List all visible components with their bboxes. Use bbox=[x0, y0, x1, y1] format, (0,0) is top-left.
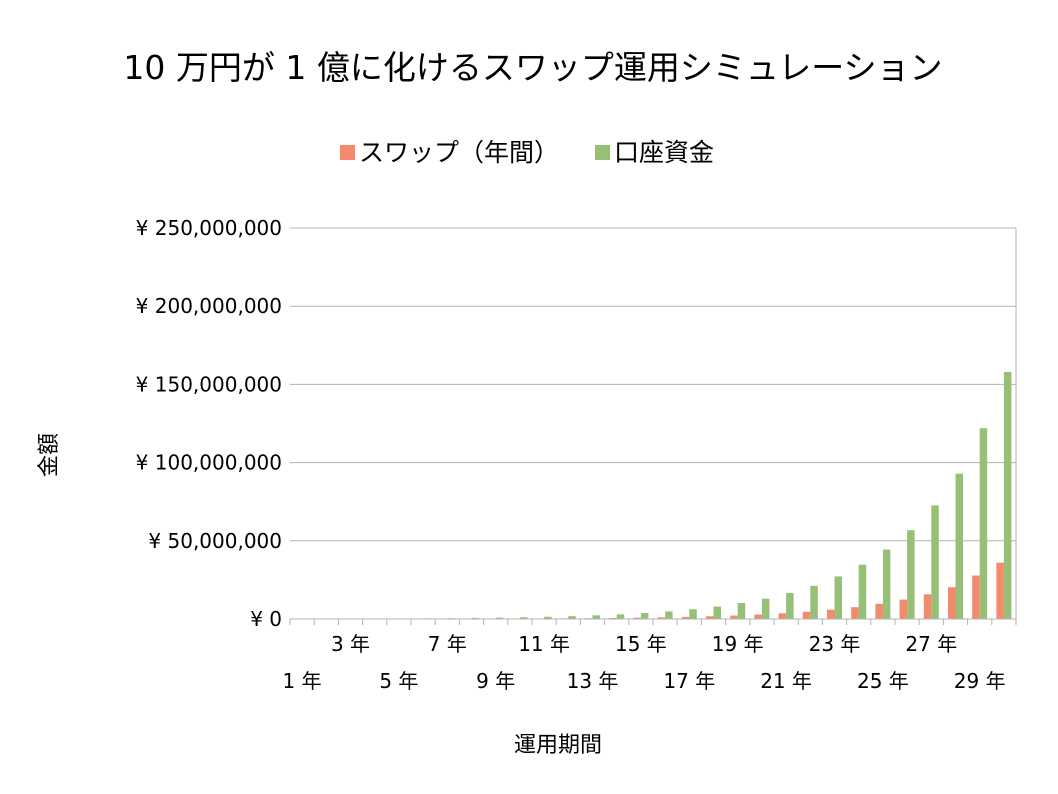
x-tick-label: 13 年 bbox=[567, 669, 619, 693]
bar-swap bbox=[851, 607, 859, 619]
bar-account bbox=[810, 585, 818, 619]
x-tick-label: 3 年 bbox=[331, 632, 370, 656]
bar-account bbox=[1003, 371, 1012, 619]
x-tick-label: 25 年 bbox=[857, 669, 909, 693]
bar-account bbox=[689, 609, 697, 619]
y-tick-label: ¥ 200,000,000 bbox=[136, 294, 282, 318]
y-tick-label: ¥ 50,000,000 bbox=[148, 529, 282, 553]
bar-swap bbox=[875, 603, 883, 619]
bar-account bbox=[761, 598, 770, 619]
x-tick-label: 27 年 bbox=[905, 632, 957, 656]
bar-swap bbox=[899, 599, 908, 619]
bar-account bbox=[665, 611, 673, 619]
y-tick-label: ¥ 250,000,000 bbox=[136, 216, 282, 240]
bar-account bbox=[616, 614, 625, 619]
bar-account bbox=[568, 616, 576, 619]
bar-account bbox=[544, 616, 552, 619]
y-tick-label: ¥ 150,000,000 bbox=[136, 372, 282, 396]
bar-swap bbox=[827, 609, 835, 619]
legend-label: スワップ（年間） bbox=[359, 138, 559, 167]
bar-account bbox=[592, 615, 600, 619]
y-tick-label: ¥ 0 bbox=[250, 607, 282, 631]
x-tick-label: 11 年 bbox=[518, 632, 570, 656]
bar-account bbox=[471, 617, 479, 619]
x-tick-label: 19 年 bbox=[712, 632, 764, 656]
bar-swap bbox=[996, 562, 1004, 619]
bar-swap bbox=[706, 616, 714, 619]
chart-title: 10 万円が 1 億に化けるスワップ運用シミュレーション bbox=[123, 48, 942, 87]
bar-account bbox=[519, 617, 528, 619]
bar-swap bbox=[633, 617, 641, 619]
bar-account bbox=[640, 613, 649, 619]
x-axis-ticks: 1 年 3 年 5 年 7 年 9 年11 年 13 年 15 年 17 年 19 年 21 年 2… bbox=[283, 632, 1006, 693]
y-axis-ticks: ¥ 0 ¥ 50,000,000 ¥ 100,000,000 ¥ 150,000,00… bbox=[136, 216, 282, 631]
x-tick-label: 9 年 bbox=[476, 669, 515, 693]
bar-swap bbox=[609, 617, 617, 619]
legend-label: 口座資金 bbox=[614, 138, 714, 167]
x-tick-label: 29 年 bbox=[954, 669, 1006, 693]
bar-swap bbox=[948, 587, 956, 619]
bar-swap bbox=[972, 575, 980, 619]
x-tick-label: 23 年 bbox=[809, 632, 861, 656]
x-axis-label: 運用期間 bbox=[514, 733, 602, 758]
bar-swap bbox=[923, 594, 932, 619]
bar-account bbox=[737, 603, 746, 619]
bar-account bbox=[907, 530, 915, 619]
bar-account bbox=[713, 606, 721, 619]
bar-account bbox=[495, 617, 504, 619]
bar-account bbox=[955, 473, 963, 619]
x-tick-label: 15 年 bbox=[615, 632, 667, 656]
bar-swap bbox=[657, 617, 666, 619]
bar-account bbox=[858, 564, 867, 619]
legend-swatch bbox=[595, 145, 610, 160]
bar-account bbox=[882, 549, 891, 619]
bar-account bbox=[834, 576, 842, 619]
bar-swap bbox=[778, 613, 787, 619]
bar-account bbox=[931, 505, 939, 619]
x-tick-label: 17 年 bbox=[663, 669, 715, 693]
bars bbox=[294, 371, 1012, 619]
legend-swatch bbox=[340, 145, 355, 160]
bar-account bbox=[979, 428, 988, 619]
bar-account bbox=[786, 593, 794, 619]
x-tick-label: 1 年 bbox=[283, 669, 322, 693]
legend: スワップ（年間） 口座資金 bbox=[340, 138, 714, 167]
bar-swap bbox=[754, 614, 762, 619]
y-axis-label: 金額 bbox=[37, 433, 62, 477]
y-tick-label: ¥ 100,000,000 bbox=[136, 451, 282, 475]
bar-swap bbox=[730, 615, 738, 619]
x-tick-label: 5 年 bbox=[379, 669, 418, 693]
x-tick-label: 7 年 bbox=[428, 632, 467, 656]
bar-swap bbox=[802, 611, 811, 619]
x-tick-label: 21 年 bbox=[760, 669, 812, 693]
bar-swap bbox=[681, 616, 690, 619]
x-axis bbox=[289, 618, 1017, 625]
